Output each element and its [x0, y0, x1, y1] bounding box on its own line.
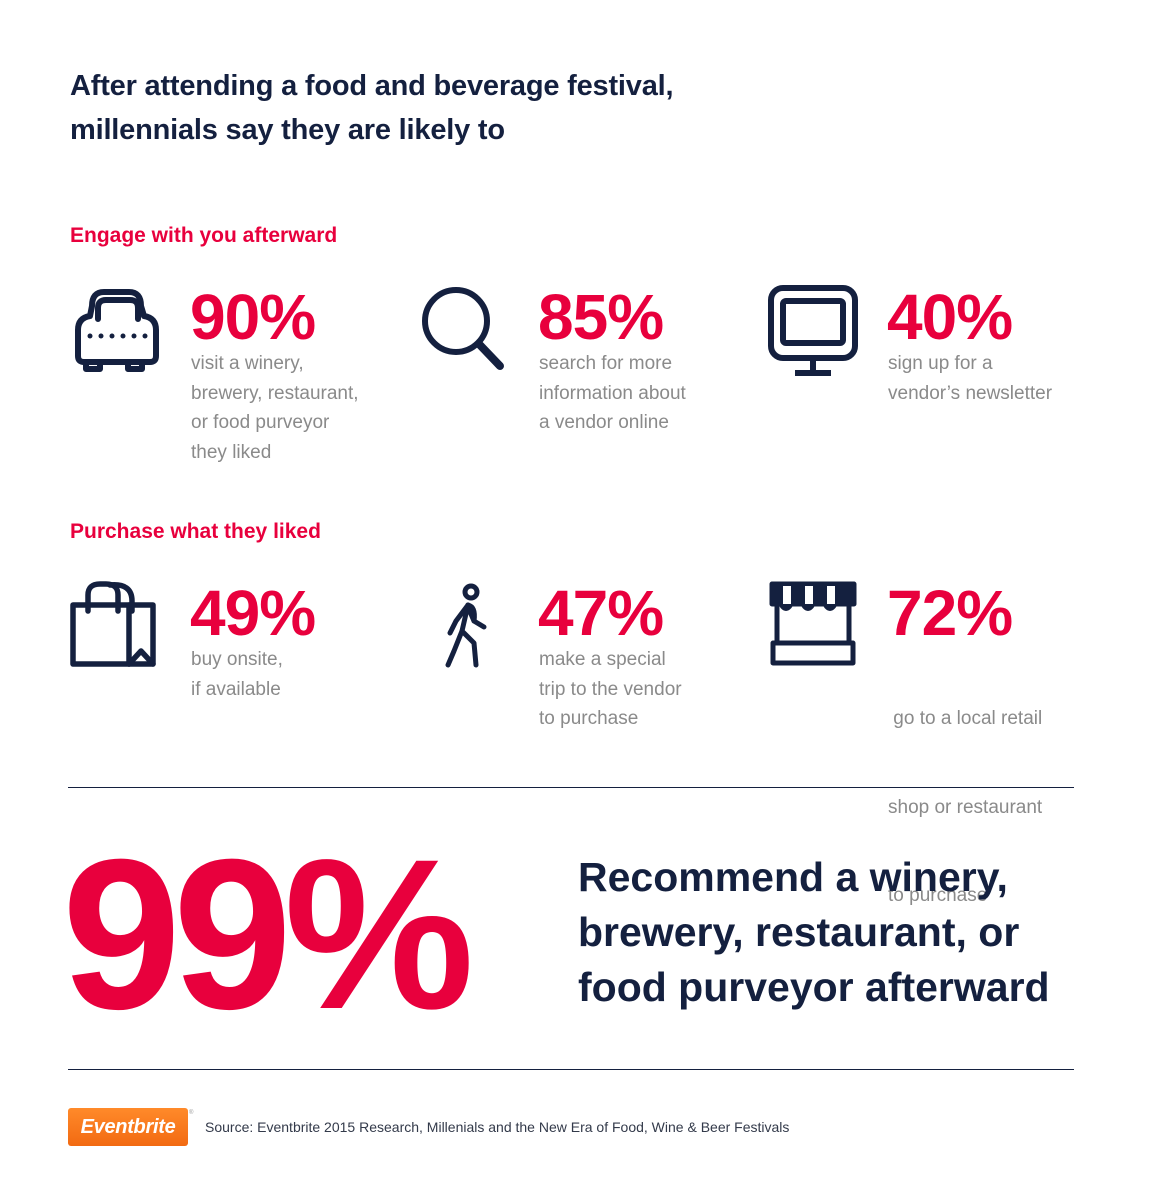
stat-local-shop: 72% go to a local retail shop or restaur… [767, 577, 1097, 906]
desc-line: or food purveyor [191, 412, 330, 433]
stat-value: 47% [538, 577, 664, 649]
desc-line: search for more [539, 353, 673, 374]
desc-line: buy onsite, [191, 649, 283, 670]
highlight-text: Recommend a winery, brewery, restaurant,… [578, 850, 1138, 1015]
walking-person-icon [418, 581, 513, 676]
stat-visit: 90% visit a winery, brewery, restaurant,… [70, 285, 400, 475]
stat-newsletter: 40% sign up for a vendor’s newsletter [767, 285, 1097, 475]
title-line-2: millennials say they are likely to [70, 114, 505, 146]
desc-line: shop or restaurant [888, 796, 1043, 818]
highlight-line-3: food purveyor afterward [578, 964, 1050, 1010]
monitor-icon [767, 285, 862, 380]
source-note: Source: Eventbrite 2015 Research, Millen… [205, 1119, 790, 1135]
car-icon [70, 285, 165, 380]
section-label-engage: Engage with you afterward [70, 224, 338, 247]
section-label-purchase: Purchase what they liked [70, 520, 321, 543]
eventbrite-logo: Eventbrite [68, 1108, 188, 1146]
highlight-line-2: brewery, restaurant, or [578, 909, 1020, 955]
stat-value: 90% [190, 281, 316, 353]
stat-description: sign up for a vendor’s newsletter [888, 349, 1088, 408]
logo-trademark: ® [189, 1110, 194, 1116]
desc-line: brewery, restaurant, [191, 382, 359, 404]
stat-special-trip: 47% make a special trip to the vendor to… [418, 581, 748, 771]
desc-line: a vendor online [539, 412, 669, 433]
desc-line: vendor’s newsletter [888, 382, 1053, 404]
divider-bottom [68, 1069, 1074, 1070]
stat-description: make a special trip to the vendor to pur… [539, 645, 739, 734]
title-line-1: After attending a food and beverage fest… [70, 70, 674, 102]
desc-line: if available [191, 678, 281, 700]
stat-value: 72% [887, 577, 1013, 649]
page-title: After attending a food and beverage fest… [70, 64, 970, 152]
desc-line: go to a local retail [888, 708, 1043, 729]
shopping-bag-icon [70, 581, 165, 676]
stat-description: buy onsite, if available [191, 645, 391, 704]
storefront-icon [767, 581, 862, 676]
highlight-value: 99% [62, 815, 474, 1054]
desc-line: to purchase [539, 708, 639, 729]
stat-value: 40% [887, 281, 1013, 353]
desc-line: make a special [539, 649, 666, 670]
desc-line: to purchase [888, 885, 988, 906]
desc-line: trip to the vendor [539, 678, 682, 700]
stat-buy-onsite: 49% buy onsite, if available [70, 581, 400, 771]
stat-description: search for more information about a vend… [539, 349, 739, 438]
desc-line: they liked [191, 441, 272, 463]
stat-value: 49% [190, 577, 316, 649]
divider-top [68, 787, 1074, 788]
desc-line: visit a winery, [191, 353, 304, 374]
stat-description: visit a winery, brewery, restaurant, or … [191, 349, 391, 467]
search-icon [418, 285, 513, 380]
stat-value: 85% [538, 281, 664, 353]
desc-line: sign up for a [888, 353, 993, 374]
desc-line: information about [539, 382, 686, 404]
stat-search: 85% search for more information about a … [418, 285, 748, 475]
stat-description: go to a local retail shop or restaurant … [888, 645, 1088, 970]
highlight-line-1: Recommend a winery, [578, 854, 1008, 900]
